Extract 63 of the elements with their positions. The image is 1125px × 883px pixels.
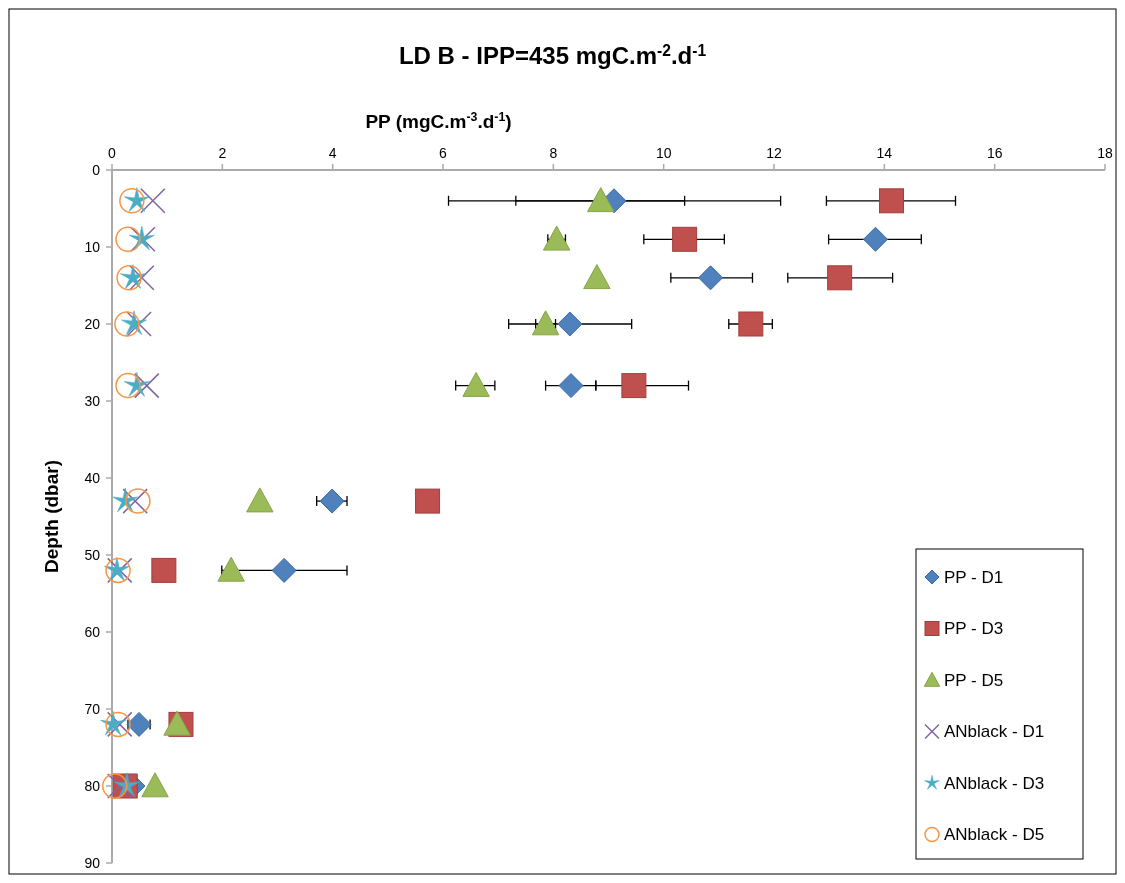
legend-label: PP - D1 (944, 567, 1004, 587)
point (119, 188, 145, 214)
point (151, 557, 177, 583)
point (100, 710, 126, 736)
x-tick-label: 12 (766, 145, 782, 161)
y-tick-label: 50 (84, 546, 101, 563)
point (114, 311, 140, 337)
x-tick-label: 0 (108, 145, 117, 161)
legend-label: PP - D3 (944, 619, 1004, 639)
y-tick-label: 90 (84, 854, 101, 871)
legend-label: ANblack - D1 (944, 722, 1045, 742)
x-tick-label: 10 (655, 145, 672, 161)
point (217, 556, 245, 582)
point (141, 772, 169, 798)
point (271, 557, 297, 583)
point (115, 372, 141, 399)
x-tick-label: 4 (328, 145, 337, 161)
y-tick-label: 70 (84, 700, 101, 717)
point (738, 311, 764, 337)
x-tick-label: 14 (876, 145, 893, 161)
y-tick-label: 80 (84, 777, 101, 794)
x-tick-label: 8 (549, 145, 558, 161)
point (134, 372, 160, 399)
point (246, 487, 274, 513)
y-tick-label: 20 (84, 315, 101, 332)
point (621, 373, 647, 399)
point (121, 310, 147, 335)
x-tick-label: 6 (439, 145, 448, 161)
point (123, 187, 150, 212)
y-tick-label: 60 (84, 623, 101, 640)
point (557, 311, 583, 337)
point (319, 488, 345, 514)
point (879, 188, 905, 214)
y-tick-label: 10 (84, 238, 101, 255)
y-axis-title: Depth (dbar) (41, 460, 62, 573)
y-tick-label: 30 (84, 392, 101, 409)
x-tick-label: 16 (986, 145, 1003, 161)
y-tick-label: 40 (84, 469, 101, 486)
point (102, 773, 128, 799)
legend-label: ANblack - D5 (944, 825, 1045, 845)
point (558, 373, 584, 399)
point (126, 711, 152, 737)
point (583, 264, 611, 290)
point (115, 226, 141, 253)
x-tick-label: 18 (1097, 145, 1113, 161)
chart-title: LD B - IPP=435 mgC.m$^{-2}$.d$^{-1}$ (398, 41, 707, 69)
point (163, 710, 191, 736)
point (129, 265, 155, 291)
point (672, 226, 698, 252)
point (140, 188, 166, 214)
x-tick-label: 2 (218, 145, 227, 161)
legend-label: ANblack - D3 (944, 773, 1045, 793)
point (587, 187, 615, 213)
x-axis-title: PP (mgC.m$^{-3}$.d$^{-1}$) (365, 110, 512, 132)
point (542, 225, 571, 251)
point (531, 310, 560, 336)
point (827, 265, 853, 291)
point (698, 265, 724, 291)
point (863, 226, 889, 252)
point (462, 371, 490, 397)
point (415, 488, 441, 514)
y-tick-label: 0 (92, 161, 101, 178)
legend-label: PP - D5 (944, 670, 1004, 690)
